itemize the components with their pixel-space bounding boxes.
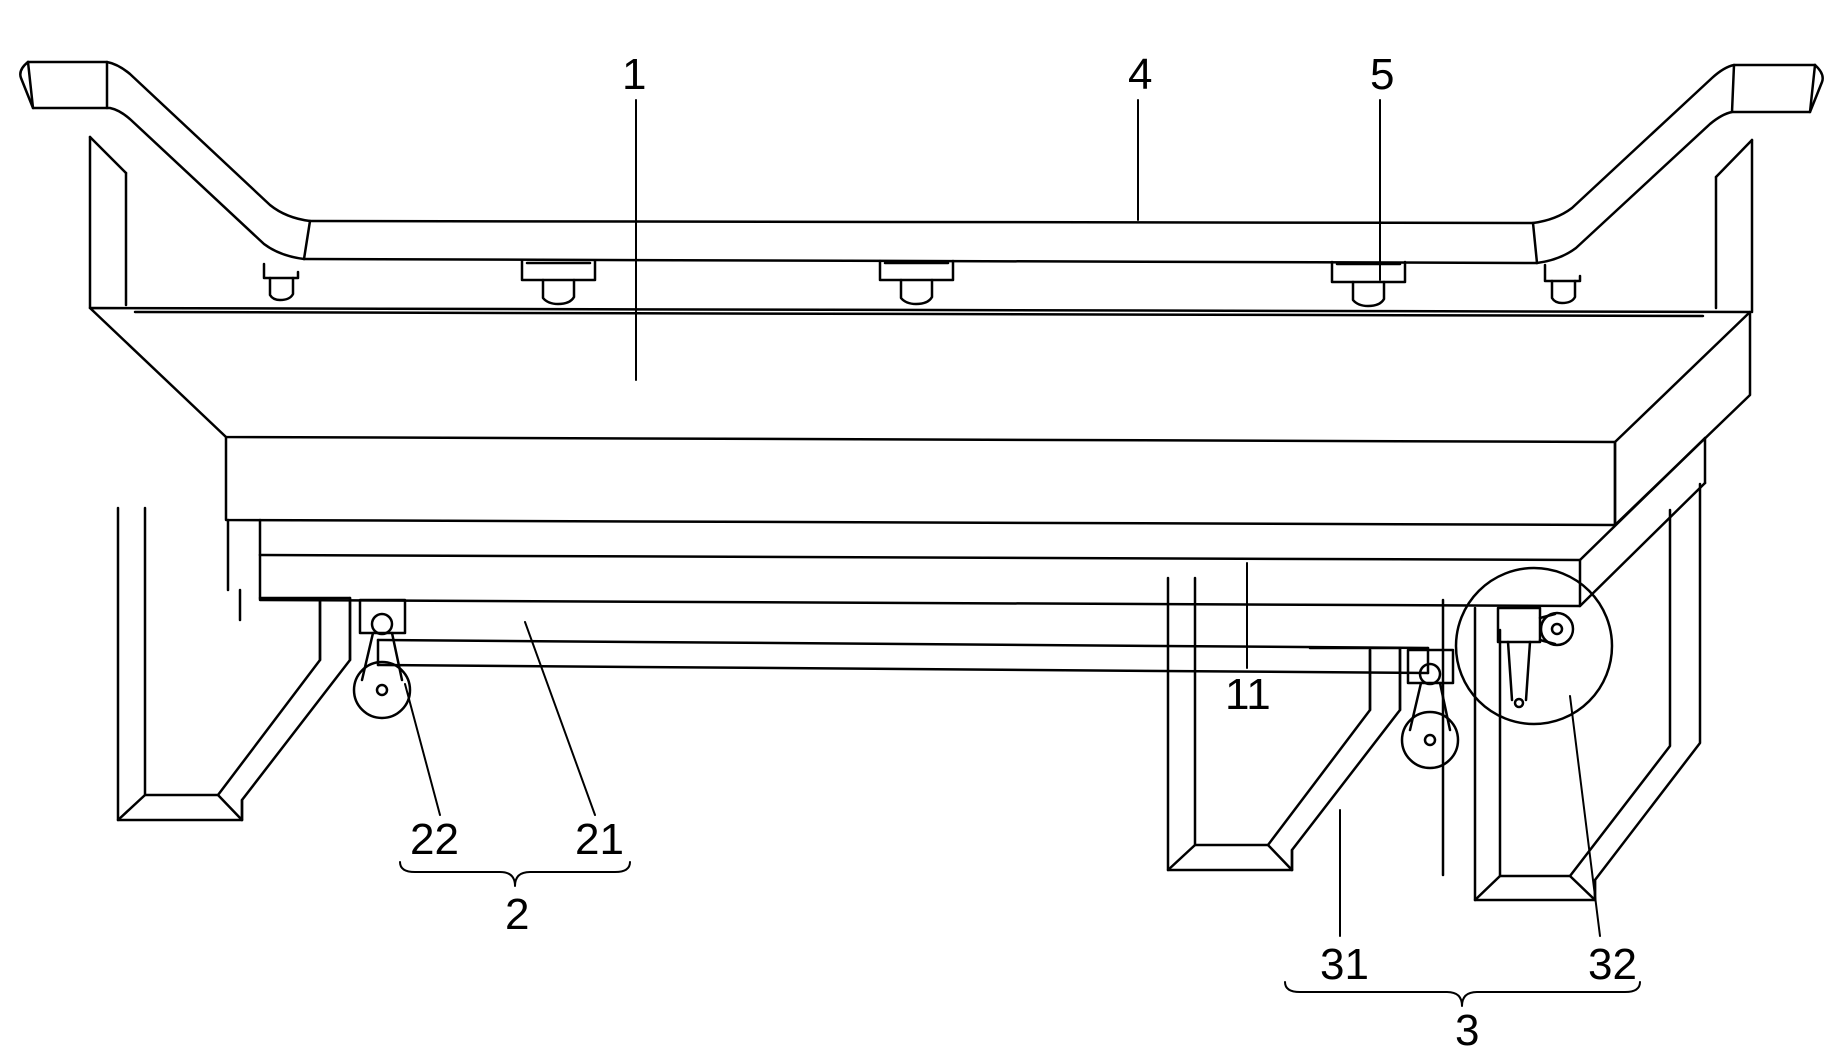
top-rail [304,221,1537,263]
right-rear-leg [1443,484,1700,900]
right-arm [1533,65,1823,263]
label-1: 1 [622,50,646,100]
detail-circle [1456,568,1612,724]
label-3: 3 [1455,1006,1479,1056]
main-body [90,308,1750,525]
rail-clamps [264,261,1580,306]
label-5: 5 [1370,50,1394,100]
label-4: 4 [1128,50,1152,100]
label-32: 32 [1588,940,1637,990]
right-front-wheel [1402,650,1458,768]
label-11: 11 [1225,670,1271,720]
label-31: 31 [1320,940,1369,990]
technical-drawing [0,0,1843,1056]
right-rear-wheel [1498,608,1573,707]
arm-front-supports [90,137,1752,312]
left-arm [20,62,310,259]
left-wheel [354,600,410,718]
label-2: 2 [505,890,529,940]
label-22: 22 [410,815,459,865]
right-support-frame [1168,578,1400,870]
leader-lines [405,100,1600,936]
cross-bar [378,640,1428,673]
braces [400,862,1640,1006]
label-21: 21 [575,815,624,865]
